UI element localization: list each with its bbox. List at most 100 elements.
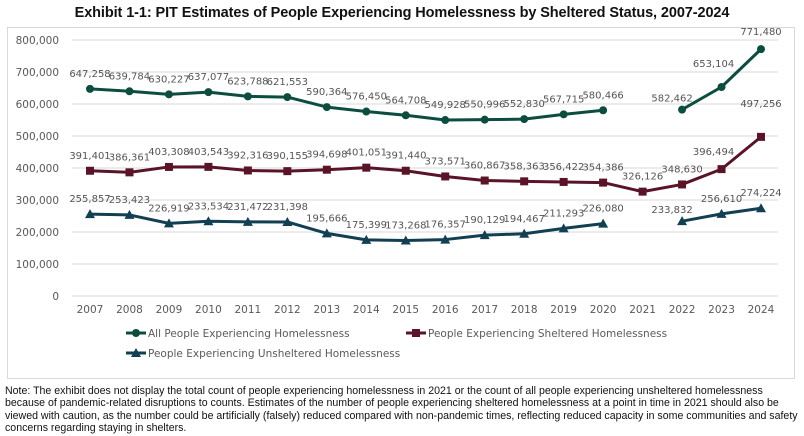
data-label-unsheltered: 211,293 [543, 208, 584, 219]
data-label-unsheltered: 233,534 [188, 201, 229, 212]
data-point-sheltered [638, 187, 647, 196]
data-label-sheltered: 348,630 [661, 164, 702, 175]
data-point-sheltered [757, 132, 765, 141]
x-tick-label: 2010 [195, 304, 222, 316]
y-tick-label: 700,000 [16, 67, 59, 79]
legend-marker-icon [132, 329, 140, 337]
data-label-all: 549,928 [425, 100, 466, 111]
legend-item-sheltered: People Experiencing Sheltered Homelessne… [406, 328, 667, 340]
y-tick-label: 400,000 [16, 163, 59, 175]
data-label-sheltered: 360,867 [464, 161, 505, 172]
data-point-unsheltered [242, 216, 253, 226]
x-tick-label: 2023 [708, 304, 735, 316]
data-point-sheltered [441, 172, 450, 181]
data-label-sheltered: 396,494 [693, 147, 734, 158]
data-point-unsheltered [361, 234, 372, 244]
data-label-sheltered: 403,543 [188, 147, 229, 158]
x-tick-label: 2012 [274, 304, 301, 316]
data-point-unsheltered [400, 235, 411, 245]
data-point-unsheltered [124, 209, 135, 219]
line-chart: 0 100,000 200,000 300,000 400,000 500,000 600,… [16, 27, 782, 360]
data-label-sheltered: 391,401 [69, 151, 110, 162]
data-point-unsheltered [479, 230, 490, 240]
data-label-all: 621,553 [267, 77, 308, 88]
data-label-unsheltered: 175,399 [346, 220, 387, 231]
data-point-all [599, 106, 608, 115]
data-point-sheltered [401, 166, 410, 175]
x-tick-label: 2009 [156, 304, 183, 316]
x-tick-label: 2014 [353, 304, 380, 316]
data-label-sheltered: 401,051 [346, 148, 387, 159]
x-tick-label: 2022 [669, 304, 696, 316]
data-point-all [480, 115, 489, 124]
data-point-all [86, 84, 94, 93]
data-label-all: 637,077 [188, 72, 229, 83]
chart-frame [7, 27, 795, 379]
data-label-unsheltered: 233,832 [651, 205, 692, 216]
data-label-sheltered: 373,571 [425, 156, 466, 167]
data-label-unsheltered: 195,666 [306, 213, 347, 224]
data-point-all [283, 93, 292, 102]
data-label-all: 552,830 [503, 99, 544, 110]
series-line-unsheltered [89, 212, 604, 243]
data-point-all [362, 107, 371, 116]
data-label-sheltered: 354,386 [582, 163, 623, 174]
x-tick-label: 2013 [313, 304, 340, 316]
legend-item-all: All People Experiencing Homelessness [126, 328, 350, 340]
data-label-sheltered: 390,155 [267, 151, 308, 162]
data-label-all: 567,715 [543, 94, 584, 105]
data-label-all: 647,258 [69, 69, 110, 80]
legend-label: People Experiencing Unsheltered Homeless… [148, 348, 400, 360]
y-tick-label: 100,000 [16, 259, 59, 271]
data-label-unsheltered: 226,919 [148, 203, 189, 214]
data-point-sheltered [717, 165, 726, 174]
data-point-sheltered [322, 165, 331, 174]
data-label-unsheltered: 255,857 [69, 194, 110, 205]
data-label-all: 630,227 [148, 74, 189, 85]
data-point-sheltered [678, 180, 687, 189]
x-tick-label: 2008 [116, 304, 143, 316]
data-label-unsheltered: 256,610 [701, 194, 742, 205]
data-point-sheltered [243, 166, 252, 175]
data-point-sheltered [125, 168, 134, 177]
data-label-unsheltered: 226,080 [582, 204, 623, 215]
data-point-unsheltered [85, 209, 95, 219]
data-label-sheltered: 386,361 [109, 152, 150, 163]
data-label-sheltered: 403,308 [148, 147, 189, 158]
y-tick-label: 0 [52, 291, 59, 303]
data-label-all: 623,788 [227, 76, 268, 87]
x-tick-label: 2018 [511, 304, 538, 316]
data-point-unsheltered [598, 218, 609, 228]
series-line-all [89, 87, 604, 122]
data-point-sheltered [283, 167, 292, 176]
legend-marker-icon [412, 329, 420, 337]
data-label-all: 550,996 [464, 100, 505, 111]
y-tick-label: 600,000 [16, 99, 59, 111]
data-label-all: 580,466 [582, 90, 623, 101]
data-label-sheltered: 326,126 [622, 172, 663, 183]
data-point-all [559, 110, 568, 119]
data-point-unsheltered [519, 228, 530, 238]
data-point-all [322, 103, 331, 112]
data-point-sheltered [559, 177, 568, 186]
data-label-sheltered: 356,422 [543, 162, 584, 173]
data-label-sheltered: 392,316 [227, 150, 268, 161]
data-label-all: 582,462 [651, 94, 692, 105]
data-point-unsheltered [163, 218, 174, 228]
series-line-sheltered [89, 135, 762, 194]
data-point-unsheltered [716, 208, 727, 218]
chart-note: Note: The exhibit does not display the t… [5, 385, 798, 435]
chart-title: Exhibit 1-1: PIT Estimates of People Exp… [74, 5, 730, 21]
data-label-unsheltered: 274,224 [740, 188, 781, 199]
data-point-all [401, 111, 410, 120]
data-point-unsheltered [282, 216, 293, 226]
x-tick-label: 2021 [629, 304, 656, 316]
data-point-unsheltered [677, 216, 688, 226]
data-label-all: 653,104 [693, 59, 734, 70]
data-point-all [520, 115, 529, 124]
y-tick-label: 800,000 [16, 35, 59, 47]
data-point-unsheltered [203, 216, 214, 226]
data-point-unsheltered [756, 203, 766, 213]
data-point-unsheltered [440, 234, 451, 244]
x-tick-label: 2015 [392, 304, 419, 316]
